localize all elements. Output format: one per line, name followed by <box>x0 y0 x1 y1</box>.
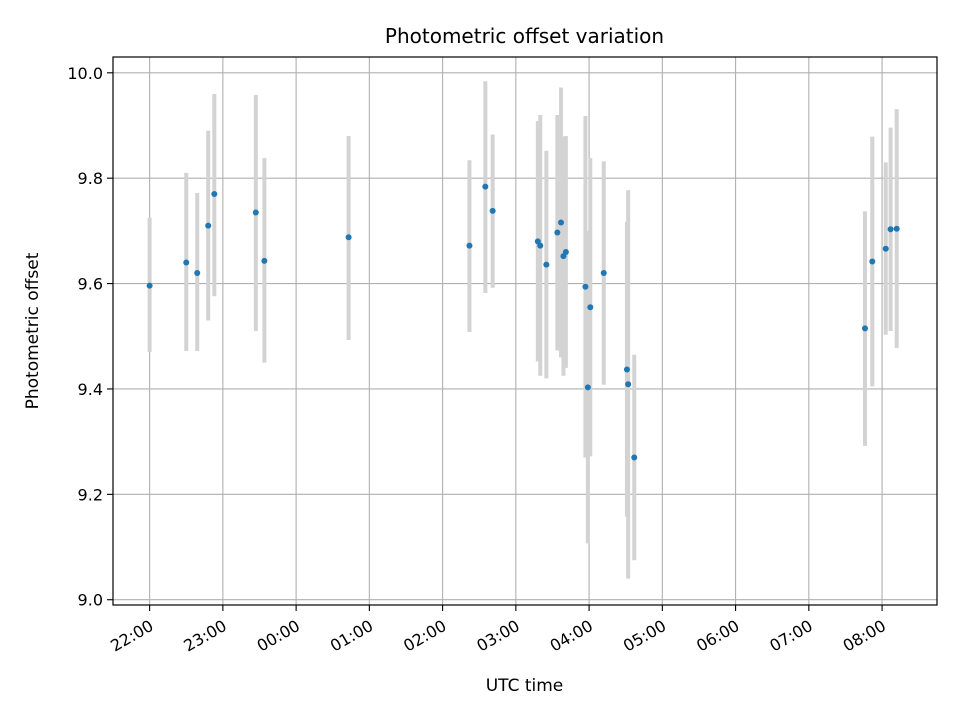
grid <box>113 57 937 605</box>
data-points <box>146 183 900 461</box>
data-point <box>543 261 550 268</box>
y-axis-label: Photometric offset <box>23 252 43 409</box>
y-tick-label: 9.8 <box>78 169 103 188</box>
data-point <box>489 207 496 214</box>
y-tick-label: 9.6 <box>78 275 103 294</box>
data-point <box>537 242 544 249</box>
data-point <box>600 270 607 277</box>
data-point <box>261 257 268 264</box>
plot-frame <box>112 56 938 606</box>
y-tick-label: 9.2 <box>78 485 103 504</box>
data-point <box>558 219 565 226</box>
data-point <box>584 384 591 391</box>
data-point <box>623 366 630 373</box>
data-point <box>861 325 868 332</box>
data-point <box>466 242 473 249</box>
y-tick-label: 9.4 <box>78 380 103 399</box>
data-point <box>205 222 212 229</box>
y-tick-label: 10.0 <box>67 64 103 83</box>
data-point <box>194 270 201 277</box>
data-point <box>587 304 594 311</box>
data-point <box>631 454 638 461</box>
data-point <box>869 258 876 265</box>
data-point <box>146 282 153 289</box>
data-point <box>183 259 190 266</box>
data-point <box>582 283 589 290</box>
data-point <box>562 248 569 255</box>
data-point <box>211 191 218 197</box>
data-point <box>887 226 894 233</box>
data-point <box>893 225 900 232</box>
chart-title: Photometric offset variation <box>385 24 664 48</box>
data-point <box>345 234 352 241</box>
y-axis: 9.0 9.2 9.4 9.6 9.8 10.0 <box>67 64 113 610</box>
data-point <box>482 183 489 190</box>
y-tick-label: 9.0 <box>78 591 103 610</box>
data-point <box>554 229 561 236</box>
data-point <box>252 209 259 216</box>
x-axis-label: UTC time <box>486 676 564 696</box>
data-point <box>882 245 889 252</box>
data-point <box>625 381 632 388</box>
